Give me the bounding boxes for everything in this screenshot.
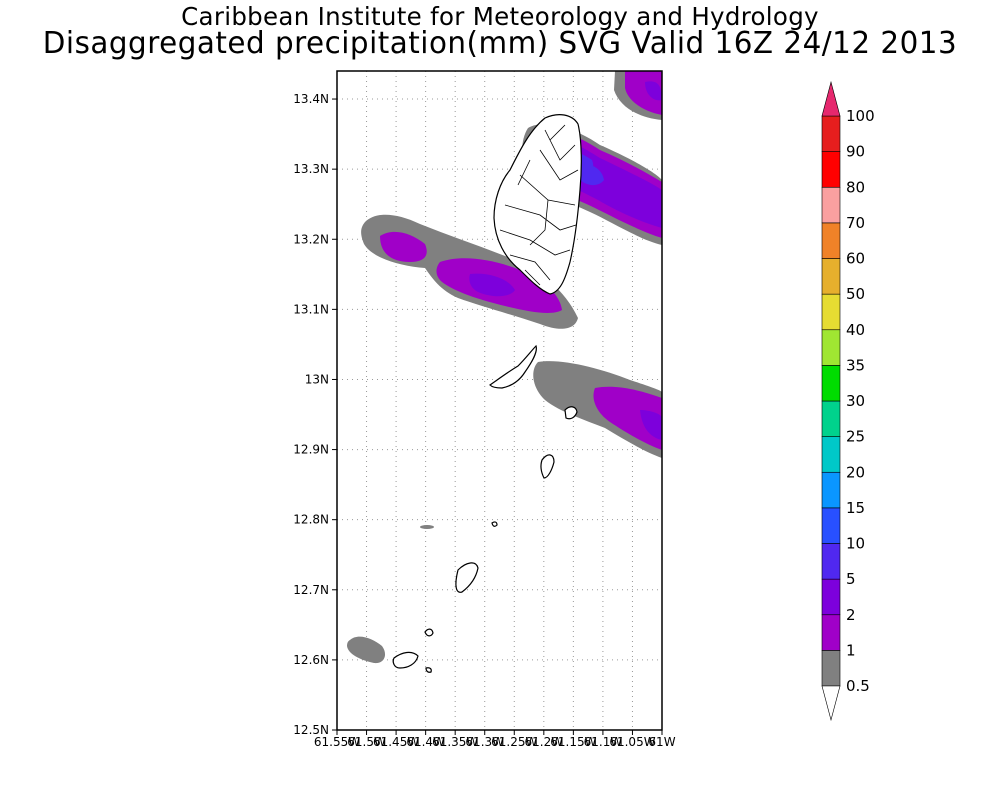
lon-tick-label: 61W [648,735,675,749]
legend-under-arrow [821,685,841,722]
lat-tick-label: 12.6N [293,653,329,667]
lon-tick-label: 61.25W [491,735,537,749]
legend-swatch [821,293,841,331]
lat-tick-label: 13.3N [293,162,329,176]
lon-tick-label: 61.5W [347,735,386,749]
lon-tick-label: 61.05W [609,735,655,749]
legend-label: 2 [846,606,856,624]
legend-label: 50 [846,285,865,303]
rain-area-violet [645,81,662,101]
islet [424,628,434,637]
lon-tick-label: 61.2W [525,735,564,749]
legend-swatch [821,578,841,616]
legend-swatch [821,329,841,366]
longitude-axis: 61.55W61.5W61.45W61.4W61.35W61.3W61.25W6… [314,730,676,749]
map-title: Caribbean Institute for Meteorology and … [181,2,819,31]
legend-label: 40 [846,321,865,339]
lat-tick-label: 13N [305,372,329,386]
rain-area-gray [420,525,434,529]
rain-area-violet [640,410,662,440]
legend-label: 90 [846,143,865,161]
legend-swatch [821,365,841,402]
lat-tick-label: 13.1N [293,302,329,316]
lon-tick-label: 61.35W [432,735,478,749]
rain-area-violet [469,273,515,297]
legend-label: 0.5 [846,677,870,695]
islet [425,667,432,673]
lat-tick-label: 12.7N [293,583,329,597]
lat-tick-label: 12.5N [293,723,329,737]
legend-label: 20 [846,463,865,481]
legend-swatch [821,650,841,687]
legend-swatch [821,614,841,651]
rain-area-blue [578,164,604,186]
legend-swatch [821,151,841,188]
lon-tick-label: 61.45W [373,735,419,749]
legend-over-arrow [821,80,841,117]
lat-tick-label: 13.4N [293,92,329,106]
lon-tick-label: 61.1W [584,735,623,749]
lon-tick-label: 61.15W [550,735,596,749]
island-union [455,562,479,593]
legend-label: 80 [846,178,865,196]
lat-tick-label: 12.8N [293,513,329,527]
legend-swatch [821,222,841,259]
legend-label: 25 [846,428,865,446]
legend-label: 5 [846,570,856,588]
island-canouan [540,454,555,479]
island-bequia [489,344,537,389]
legend-swatch [821,258,841,295]
legend-label: 100 [846,107,875,125]
rain-area-gray [347,636,386,664]
lat-tick-label: 13.2N [293,232,329,246]
legend-label: 35 [846,356,865,374]
island-watersheds [499,124,579,286]
legend-label: 1 [846,641,856,659]
lat-tick-label: 12.9N [293,443,329,457]
legend-label: 30 [846,392,865,410]
island-mustique [564,406,578,420]
legend-label: 15 [846,499,865,517]
lon-tick-label: 61.4W [406,735,445,749]
lon-tick-label: 61.55W [314,735,360,749]
legend-swatch [821,436,841,473]
legend-swatch [821,115,841,152]
rain-area-purple [380,231,427,262]
island-carriacou [392,651,419,669]
legend-swatch [821,400,841,437]
legend-swatch [821,507,841,544]
legend-swatch [821,543,841,580]
map-subtitle: Disaggregated precipitation(mm) SVG Vali… [42,26,958,61]
rain-area-purple [593,386,662,450]
legend-label: 60 [846,250,865,268]
islet [491,521,498,527]
legend-label: 70 [846,214,865,232]
legend-label: 10 [846,535,865,553]
lon-tick-label: 61.3W [465,735,504,749]
legend-swatch [821,186,841,224]
map-frame [336,70,663,731]
latitude-axis: 13.4N 13.3N 13.2N 13.1N 13N 12.9N 12.8N 12.7N 12… [293,92,337,737]
legend-swatch [821,471,841,509]
